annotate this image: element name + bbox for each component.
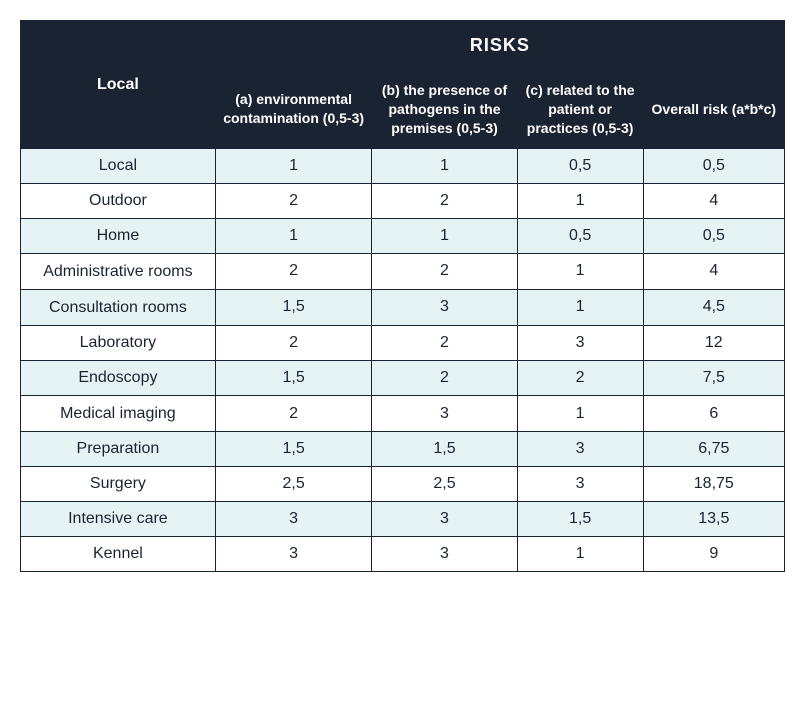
- cell-a: 1: [215, 218, 372, 253]
- row-label: Laboratory: [21, 326, 216, 361]
- table-row: Laboratory22312: [21, 326, 785, 361]
- risk-table: Local RISKS (a) environmental contaminat…: [20, 20, 785, 572]
- cell-c: 1: [517, 289, 643, 325]
- header-row-1: Local RISKS: [21, 21, 785, 71]
- cell-b: 1,5: [372, 432, 517, 467]
- cell-overall: 7,5: [643, 361, 784, 396]
- row-label: Administrative rooms: [21, 253, 216, 289]
- cell-overall: 6,75: [643, 432, 784, 467]
- cell-overall: 0,5: [643, 218, 784, 253]
- cell-c: 3: [517, 432, 643, 467]
- cell-b: 2: [372, 326, 517, 361]
- cell-overall: 0,5: [643, 148, 784, 183]
- cell-a: 1,5: [215, 432, 372, 467]
- risk-table-container: Local RISKS (a) environmental contaminat…: [20, 20, 785, 572]
- cell-overall: 4: [643, 253, 784, 289]
- row-label: Medical imaging: [21, 396, 216, 432]
- cell-c: 0,5: [517, 218, 643, 253]
- col-header-a: (a) environmental contamination (0,5-3): [215, 71, 372, 149]
- table-row: Endoscopy1,5227,5: [21, 361, 785, 396]
- table-row: Intensive care331,513,5: [21, 502, 785, 537]
- cell-b: 2,5: [372, 467, 517, 502]
- cell-c: 1: [517, 537, 643, 572]
- cell-c: 0,5: [517, 148, 643, 183]
- cell-b: 3: [372, 289, 517, 325]
- col-header-local: Local: [21, 21, 216, 149]
- cell-overall: 4: [643, 183, 784, 218]
- cell-a: 3: [215, 502, 372, 537]
- cell-a: 2: [215, 326, 372, 361]
- table-row: Surgery2,52,5318,75: [21, 467, 785, 502]
- table-row: Local110,50,5: [21, 148, 785, 183]
- cell-c: 1,5: [517, 502, 643, 537]
- col-header-risks: RISKS: [215, 21, 784, 71]
- cell-b: 2: [372, 253, 517, 289]
- cell-c: 2: [517, 361, 643, 396]
- cell-a: 2: [215, 183, 372, 218]
- cell-a: 2: [215, 253, 372, 289]
- row-label: Home: [21, 218, 216, 253]
- table-row: Preparation1,51,536,75: [21, 432, 785, 467]
- cell-b: 3: [372, 537, 517, 572]
- cell-a: 1,5: [215, 289, 372, 325]
- row-label: Outdoor: [21, 183, 216, 218]
- cell-overall: 6: [643, 396, 784, 432]
- cell-a: 1: [215, 148, 372, 183]
- cell-overall: 18,75: [643, 467, 784, 502]
- cell-b: 3: [372, 502, 517, 537]
- cell-a: 3: [215, 537, 372, 572]
- cell-b: 2: [372, 361, 517, 396]
- table-row: Home110,50,5: [21, 218, 785, 253]
- cell-c: 1: [517, 253, 643, 289]
- cell-overall: 13,5: [643, 502, 784, 537]
- cell-a: 2: [215, 396, 372, 432]
- cell-c: 3: [517, 326, 643, 361]
- cell-overall: 9: [643, 537, 784, 572]
- cell-b: 2: [372, 183, 517, 218]
- table-row: Outdoor2214: [21, 183, 785, 218]
- cell-b: 3: [372, 396, 517, 432]
- cell-c: 3: [517, 467, 643, 502]
- table-row: Administrative rooms2214: [21, 253, 785, 289]
- col-header-b: (b) the presence of pathogens in the pre…: [372, 71, 517, 149]
- table-row: Medical imaging2316: [21, 396, 785, 432]
- cell-overall: 12: [643, 326, 784, 361]
- table-row: Consultation rooms1,5314,5: [21, 289, 785, 325]
- row-label: Preparation: [21, 432, 216, 467]
- cell-c: 1: [517, 183, 643, 218]
- row-label: Local: [21, 148, 216, 183]
- cell-b: 1: [372, 148, 517, 183]
- row-label: Consultation rooms: [21, 289, 216, 325]
- col-header-c: (c) related to the patient or practices …: [517, 71, 643, 149]
- row-label: Endoscopy: [21, 361, 216, 396]
- cell-a: 1,5: [215, 361, 372, 396]
- cell-overall: 4,5: [643, 289, 784, 325]
- cell-a: 2,5: [215, 467, 372, 502]
- table-row: Kennel3319: [21, 537, 785, 572]
- cell-c: 1: [517, 396, 643, 432]
- row-label: Intensive care: [21, 502, 216, 537]
- row-label: Kennel: [21, 537, 216, 572]
- table-body: Local110,50,5Outdoor2214Home110,50,5Admi…: [21, 148, 785, 572]
- cell-b: 1: [372, 218, 517, 253]
- col-header-overall: Overall risk (a*b*c): [643, 71, 784, 149]
- row-label: Surgery: [21, 467, 216, 502]
